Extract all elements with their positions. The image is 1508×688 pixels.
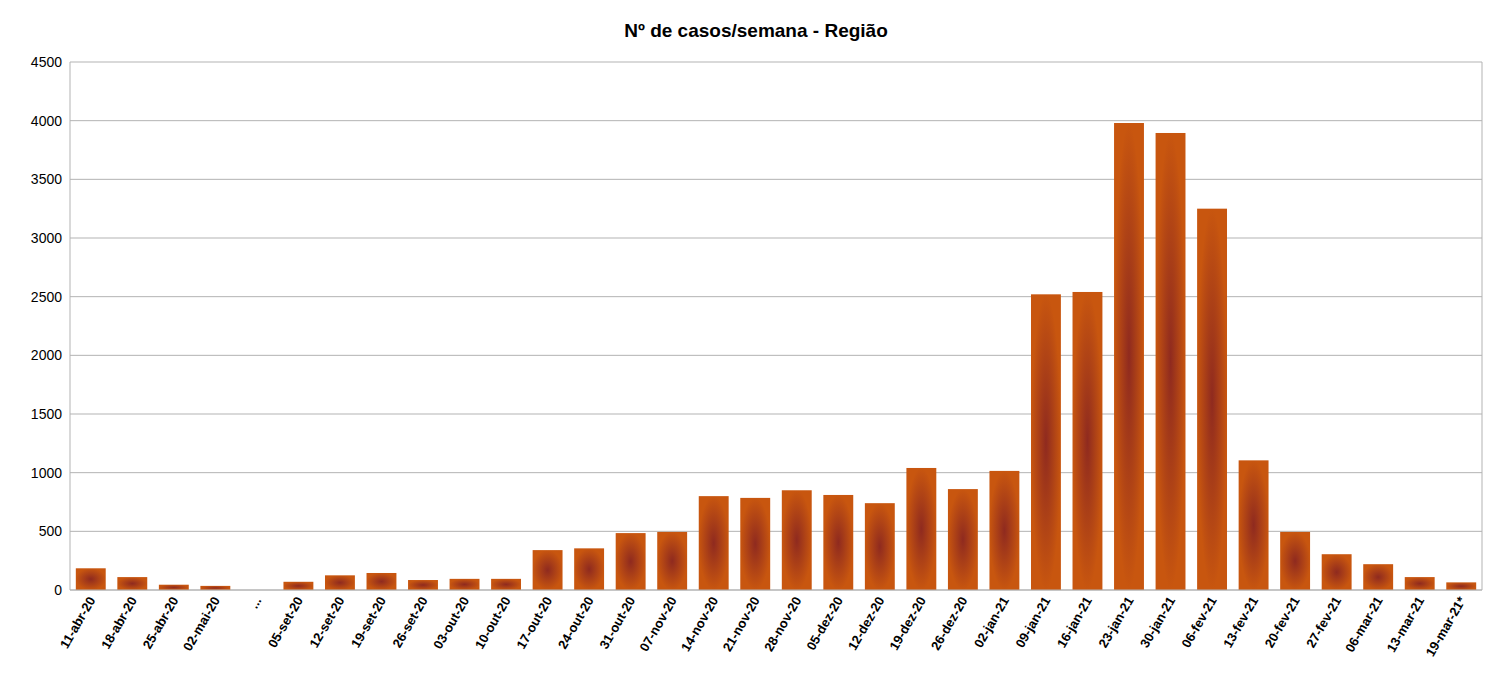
x-tick-label: 11-abr-20: [57, 594, 99, 651]
bar: [200, 586, 230, 590]
bar: [1322, 554, 1352, 590]
x-tick-label: 26-set-20: [389, 594, 430, 650]
y-tick-label: 4500: [31, 54, 62, 70]
chart-container: Nº de casos/semana - Região 0 500 1000 1500 2…: [0, 0, 1508, 688]
y-tick-label: 2500: [31, 289, 62, 305]
grid: [70, 62, 1482, 590]
bar: [1239, 460, 1269, 590]
bar: [367, 573, 397, 590]
bar: [1405, 577, 1435, 590]
x-tick-label: 13-mar-21: [1384, 594, 1428, 655]
bar: [533, 550, 563, 590]
grid-line: [70, 238, 1482, 239]
x-tick-label: 13-fev-21: [1220, 594, 1261, 650]
plot-frame: [1482, 62, 1483, 590]
x-tick-label: ...: [246, 594, 264, 611]
x-tick-label: 27-fev-21: [1303, 594, 1344, 650]
bar: [1280, 532, 1310, 590]
bar: [1197, 209, 1227, 590]
y-tick-label: 1000: [31, 465, 62, 481]
y-axis-line: [70, 62, 71, 590]
bar: [740, 498, 770, 590]
chart-title: Nº de casos/semana - Região: [624, 20, 888, 41]
bar: [906, 468, 936, 590]
y-tick-label: 500: [39, 523, 63, 539]
x-tick-label: 25-abr-20: [140, 594, 182, 652]
bar: [1073, 292, 1103, 590]
bar: [574, 548, 604, 590]
x-tick-label: 20-fev-21: [1262, 594, 1303, 650]
bar: [657, 532, 687, 590]
y-tick-label: 3500: [31, 171, 62, 187]
bar: [616, 533, 646, 590]
x-tick-label: 19-set-20: [348, 594, 389, 650]
grid-line: [70, 179, 1482, 180]
x-tick-label: 28-nov-20: [761, 594, 804, 654]
x-tick-label: 21-nov-20: [719, 594, 762, 654]
y-tick-label: 4000: [31, 113, 62, 129]
grid-line: [70, 120, 1482, 121]
bar: [1446, 582, 1476, 590]
bar: [989, 471, 1019, 590]
y-tick-label: 0: [54, 582, 62, 598]
bars: [76, 123, 1476, 590]
x-tick-label: 30-jan-21: [1137, 594, 1178, 650]
grid-line: [70, 355, 1482, 356]
x-tick-label: 26-dez-20: [928, 594, 971, 653]
chart-svg: Nº de casos/semana - Região 0 500 1000 1500 2…: [0, 0, 1508, 688]
bar: [325, 575, 355, 590]
bar: [159, 585, 189, 590]
x-tick-label: 19-mar-21*: [1423, 593, 1470, 659]
x-tick-label: 05-set-20: [265, 594, 306, 650]
x-tick-label: 31-out-20: [596, 594, 638, 652]
y-tick-label: 2000: [31, 347, 62, 363]
x-axis-line: [70, 590, 1482, 591]
grid-line: [70, 590, 1482, 591]
bar: [283, 582, 313, 590]
grid-line: [70, 296, 1482, 297]
x-tick-label: 02-jan-21: [971, 594, 1012, 650]
bar: [782, 490, 812, 590]
bar: [1114, 123, 1144, 590]
bar: [450, 579, 480, 590]
x-tick-label: 18-abr-20: [98, 594, 140, 652]
bar: [1031, 294, 1061, 590]
bar: [491, 579, 521, 590]
grid-line: [70, 414, 1482, 415]
y-tick-label: 1500: [31, 406, 62, 422]
x-tick-label: 09-jan-21: [1012, 594, 1053, 650]
bar: [948, 489, 978, 590]
x-tick-label: 02-mai-20: [180, 594, 223, 653]
grid-line: [70, 62, 1482, 63]
x-tick-label: 12-set-20: [306, 594, 347, 650]
x-tick-label: 12-dez-20: [845, 594, 888, 653]
x-tick-label: 16-jan-21: [1054, 594, 1095, 650]
bar: [1363, 564, 1393, 590]
x-tick-label: 03-out-20: [430, 594, 472, 652]
x-tick-label: 05-dez-20: [803, 594, 846, 653]
x-tick-label: 06-fev-21: [1178, 594, 1219, 650]
bar: [117, 577, 147, 590]
bar: [865, 503, 895, 590]
x-tick-label: 17-out-20: [513, 594, 555, 652]
x-tick-label: 23-jan-21: [1095, 594, 1136, 650]
x-tick-label: 14-nov-20: [678, 594, 721, 654]
bar: [76, 568, 106, 590]
x-tick-label: 24-out-20: [555, 594, 597, 652]
grid-line: [70, 472, 1482, 473]
bar: [823, 495, 853, 590]
grid-line: [70, 531, 1482, 532]
y-tick-label: 3000: [31, 230, 62, 246]
x-tick-label: 19-dez-20: [886, 594, 929, 653]
x-tick-label: 06-mar-21: [1342, 594, 1386, 655]
bar: [1156, 133, 1186, 590]
x-tick-label: 07-nov-20: [636, 594, 679, 654]
bar: [408, 580, 438, 590]
x-tick-label: 10-out-20: [472, 594, 514, 652]
bar: [699, 496, 729, 590]
